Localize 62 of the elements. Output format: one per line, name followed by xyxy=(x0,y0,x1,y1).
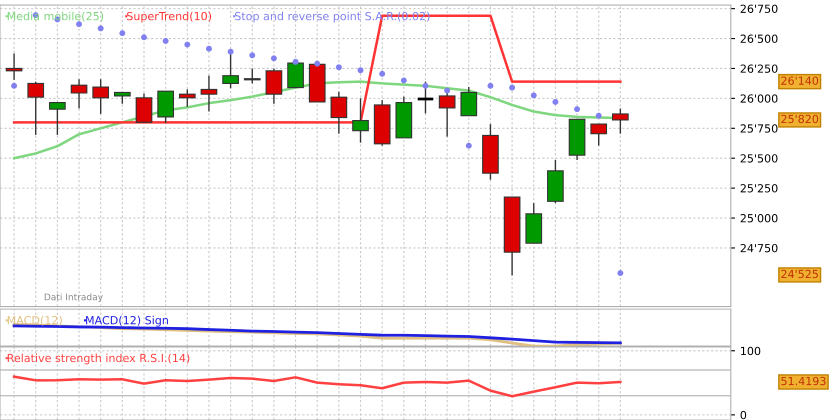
y-tick-label: 26'750 xyxy=(740,4,778,14)
point xyxy=(466,142,472,149)
point xyxy=(444,88,450,94)
candlestick xyxy=(352,98,369,144)
candlestick xyxy=(460,86,478,116)
legend-label: Relative strength index R.S.I.(14) xyxy=(8,354,190,364)
point xyxy=(206,46,212,52)
point xyxy=(11,82,18,89)
candlestick xyxy=(612,108,629,134)
y-tick-label: 26'500 xyxy=(740,34,778,43)
candlestick xyxy=(27,80,44,136)
point xyxy=(249,52,256,58)
point xyxy=(98,25,104,32)
legend-label: SuperTrend(10) xyxy=(127,12,212,22)
line-series xyxy=(12,375,622,398)
y-tick-label: 26'000 xyxy=(740,94,778,103)
candlestick xyxy=(6,52,22,81)
y-tick-label: 0 xyxy=(740,410,746,420)
candlestick xyxy=(92,78,110,115)
y-tick-label: 25'500 xyxy=(740,154,778,163)
candlestick xyxy=(266,68,282,104)
point xyxy=(574,106,580,112)
legend-label: MACD(12) Sign xyxy=(86,316,168,327)
candlestick xyxy=(49,102,66,136)
point xyxy=(314,60,320,67)
y-tick-label: 25'000 xyxy=(740,214,778,222)
point xyxy=(228,48,234,55)
candlestick xyxy=(330,91,348,134)
point xyxy=(336,64,342,70)
candlestick xyxy=(200,74,218,112)
y-tick-label: 24'750 xyxy=(740,244,778,252)
point xyxy=(617,270,624,276)
text: 24'525 xyxy=(781,270,818,278)
point xyxy=(358,67,364,74)
point xyxy=(379,70,386,77)
annotation: Dati Intraday xyxy=(44,293,103,302)
candlestick xyxy=(178,88,196,108)
point xyxy=(422,82,428,89)
point xyxy=(270,55,277,62)
point xyxy=(162,38,169,44)
point xyxy=(509,84,516,91)
candlestick xyxy=(114,92,131,104)
text: 26'140 xyxy=(781,76,818,85)
legend-label: Media mobile(25) xyxy=(8,12,104,22)
point xyxy=(141,34,147,40)
candlestick xyxy=(590,123,608,146)
point xyxy=(119,30,126,36)
candlestick xyxy=(244,68,261,84)
point xyxy=(292,58,299,65)
point xyxy=(552,99,558,105)
point xyxy=(488,82,494,89)
y-tick-label: 25'250 xyxy=(740,184,778,193)
text: 51.4193 xyxy=(781,376,826,386)
candlestick xyxy=(70,78,88,110)
point xyxy=(400,77,407,84)
point xyxy=(530,92,537,98)
y-tick-label: 26'250 xyxy=(740,64,778,73)
text: 25'820 xyxy=(781,114,818,124)
y-tick-label: 25'750 xyxy=(740,124,778,133)
point xyxy=(184,42,190,48)
point xyxy=(596,112,602,119)
y-tick-label: 100 xyxy=(741,346,760,356)
